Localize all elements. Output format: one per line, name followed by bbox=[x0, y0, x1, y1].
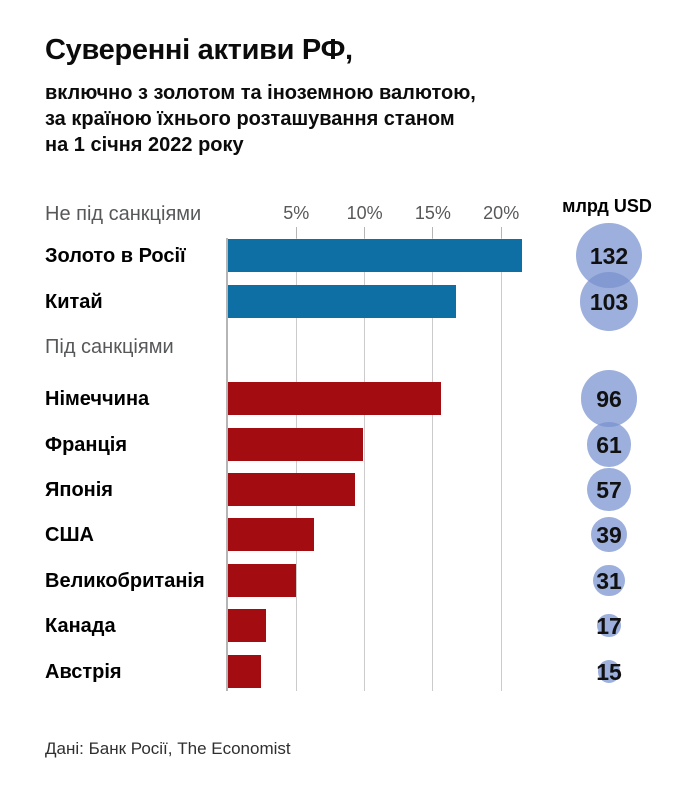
gridline bbox=[500, 238, 502, 691]
value-label: 15 bbox=[596, 658, 622, 685]
bar-sanctioned bbox=[228, 518, 315, 551]
source-note: Дані: Банк Росії, The Economist bbox=[45, 739, 291, 758]
country-label: Австрія bbox=[45, 660, 122, 683]
tick-mark bbox=[500, 227, 502, 238]
chart-subtitle: включно з золотом та іноземною валютою, … bbox=[45, 82, 476, 156]
country-label: Китай bbox=[45, 290, 103, 313]
bar-sanctioned bbox=[228, 564, 297, 597]
country-label: Великобританія bbox=[45, 569, 205, 592]
unit-label: млрд USD bbox=[562, 196, 652, 216]
value-bubble bbox=[591, 516, 627, 553]
value-bubble bbox=[587, 467, 631, 512]
value-bubble bbox=[597, 660, 621, 683]
bar-sanctioned bbox=[228, 382, 442, 415]
country-label: Золото в Росії bbox=[45, 244, 186, 267]
country-label: Японія bbox=[45, 478, 113, 501]
bar-sanctioned bbox=[228, 655, 261, 688]
country-label: Німеччина bbox=[45, 387, 150, 410]
axis-tick-label: 15% bbox=[414, 203, 451, 223]
value-bubble bbox=[593, 564, 625, 597]
value-label: 132 bbox=[589, 242, 629, 269]
group-label-not-sanctioned: Не під санкціями bbox=[45, 203, 202, 225]
value-bubble bbox=[580, 370, 638, 427]
country-label: США bbox=[45, 523, 94, 546]
bar-sanctioned bbox=[228, 609, 267, 642]
axis-tick-label: 10% bbox=[346, 203, 383, 223]
gridline bbox=[364, 238, 366, 691]
value-label: 39 bbox=[596, 521, 622, 548]
axis-tick-label: 20% bbox=[483, 203, 520, 223]
group-label-sanctioned: Під санкціями bbox=[45, 336, 174, 358]
bar-unsanctioned bbox=[228, 285, 457, 318]
bar-unsanctioned bbox=[228, 239, 522, 272]
bar-sanctioned bbox=[228, 473, 356, 506]
axis-tick-label: 5% bbox=[283, 203, 310, 223]
value-bubble bbox=[597, 613, 621, 638]
chart-title: Суверенні активи РФ, bbox=[45, 34, 353, 66]
tick-mark bbox=[295, 227, 297, 238]
gridline bbox=[432, 238, 434, 691]
value-label: 61 bbox=[596, 431, 622, 458]
value-bubble bbox=[579, 272, 639, 331]
country-label: Франція bbox=[45, 433, 128, 456]
tick-mark bbox=[364, 227, 366, 238]
value-label: 103 bbox=[589, 288, 629, 315]
value-label: 96 bbox=[596, 385, 622, 412]
value-bubble bbox=[586, 422, 632, 467]
gridline bbox=[295, 238, 297, 691]
value-label: 31 bbox=[596, 567, 622, 594]
tick-mark bbox=[432, 227, 434, 238]
y-axis-line bbox=[226, 238, 228, 691]
bar-sanctioned bbox=[228, 428, 364, 461]
country-label: Канада bbox=[45, 614, 116, 637]
value-label: 57 bbox=[596, 476, 622, 503]
value-label: 17 bbox=[596, 612, 622, 639]
